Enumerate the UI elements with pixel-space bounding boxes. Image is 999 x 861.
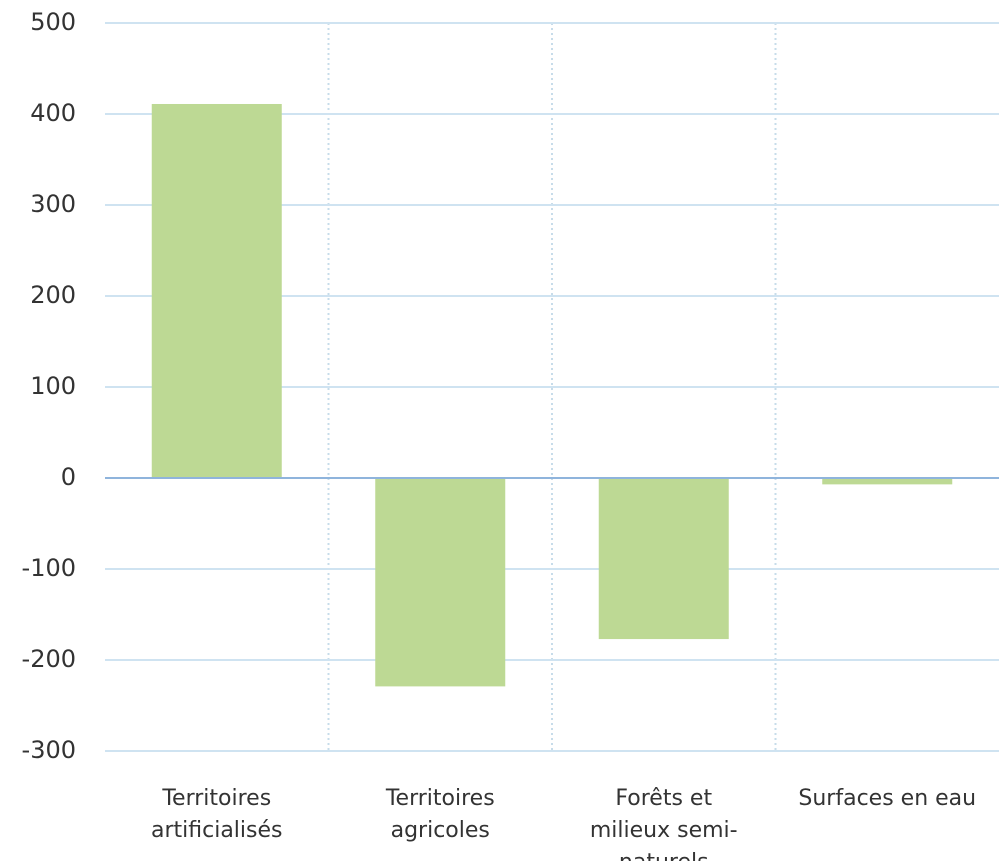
y-tick-label: -300	[22, 736, 76, 764]
y-tick-label: 300	[30, 190, 76, 218]
y-tick-label: 100	[30, 372, 76, 400]
x-tick-label: Forêts et milieux semi-naturels	[589, 786, 738, 861]
x-tick-label: Surfaces en eau	[798, 786, 977, 811]
bar	[375, 478, 506, 687]
bar	[151, 103, 282, 479]
bar	[822, 478, 953, 485]
x-tick-label: Territoires artificialisés	[151, 786, 283, 843]
bar	[598, 478, 729, 640]
y-tick-label: 0	[61, 463, 76, 491]
y-tick-label: 400	[30, 99, 76, 127]
y-tick-label: 200	[30, 281, 76, 309]
x-tick-label: Territoires agricoles	[385, 786, 495, 843]
y-tick-label: -100	[22, 554, 76, 582]
y-tick-label: 500	[30, 8, 76, 36]
y-tick-label: -200	[22, 645, 76, 673]
